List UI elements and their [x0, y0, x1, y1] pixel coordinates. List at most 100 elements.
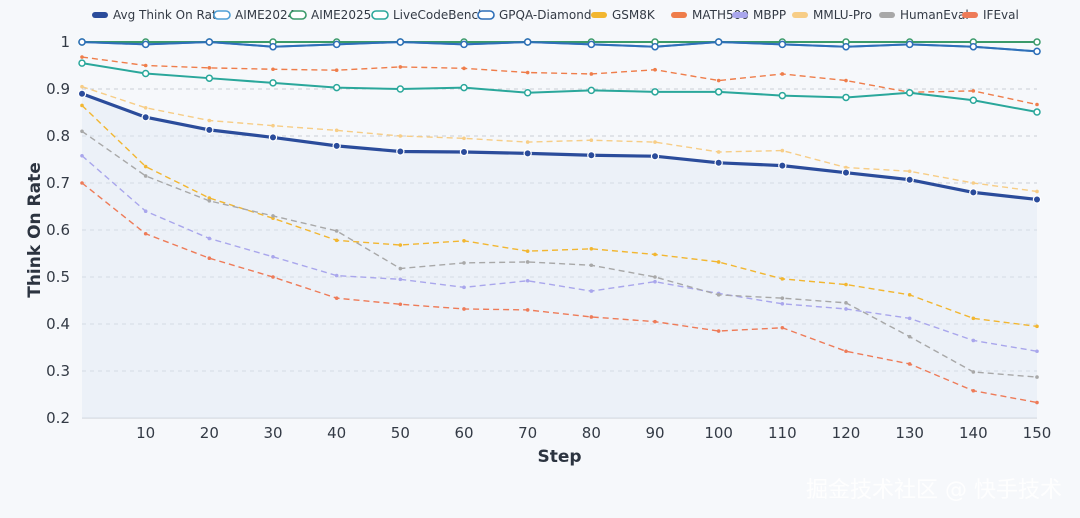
data-point-gpqa-diamond	[523, 38, 532, 46]
x-tick-label: 30	[263, 424, 282, 442]
legend-label: GPQA-Diamond	[499, 8, 591, 22]
data-point-gsm8k	[780, 277, 785, 281]
x-tick-label: 140	[959, 424, 988, 442]
data-point-gpqa-diamond	[842, 42, 850, 51]
legend-swatch	[962, 12, 978, 18]
legend-item-avg-think-on-rate[interactable]: Avg Think On Rate	[92, 8, 224, 22]
legend-item-mmlu-pro[interactable]: MMLU-Pro	[792, 8, 872, 22]
data-point-humaneval	[716, 293, 721, 297]
series-humaneval	[80, 129, 1039, 379]
series-livecodebench	[78, 59, 1041, 116]
data-point-gpqa-diamond	[587, 40, 596, 49]
data-point-avg-think-on-rate	[905, 175, 914, 184]
series-mbpp	[80, 153, 1039, 354]
data-point-livecodebench	[396, 85, 405, 93]
data-point-gpqa-diamond	[460, 40, 468, 49]
legend-swatch	[371, 10, 389, 20]
series-lines	[77, 38, 1042, 418]
data-point-gpqa-diamond	[78, 38, 86, 46]
legend-item-humaneval[interactable]: HumanEval	[879, 8, 969, 22]
data-point-humaneval	[398, 266, 403, 271]
data-point-livecodebench	[1033, 108, 1041, 116]
data-point-math500	[398, 65, 403, 69]
legend-swatch	[792, 12, 808, 18]
data-point-ifeval	[462, 307, 466, 311]
data-point-mbpp	[907, 316, 912, 321]
legend-label: LiveCodeBench	[393, 8, 486, 22]
legend-item-mbpp[interactable]: MBPP	[732, 8, 786, 22]
x-tick-label: 130	[895, 424, 924, 442]
data-point-gpqa-diamond	[396, 38, 405, 46]
data-point-livecodebench	[78, 59, 86, 67]
data-point-math500	[525, 70, 530, 75]
legend-label: AIME2024	[235, 8, 295, 22]
legend-label: Avg Think On Rate	[113, 8, 224, 22]
legend-item-livecodebench[interactable]: LiveCodeBench	[371, 8, 486, 22]
data-point-mmlu-pro	[80, 84, 84, 89]
data-point-avg-think-on-rate	[650, 152, 660, 161]
data-point-math500	[207, 66, 212, 70]
data-point-gsm8k	[462, 239, 466, 243]
series-gsm8k	[80, 103, 1039, 329]
data-point-mmlu-pro	[143, 106, 148, 110]
data-point-math500	[334, 68, 339, 72]
series-line-math500	[81, 56, 1038, 106]
data-point-mmlu-pro	[907, 169, 912, 174]
data-point-mbpp	[589, 289, 594, 293]
legend-label: GSM8K	[612, 8, 656, 22]
data-point-livecodebench	[842, 93, 850, 102]
data-point-avg-think-on-rate	[714, 158, 723, 167]
legend-swatch	[92, 12, 108, 18]
y-tick-label: 0.4	[46, 315, 70, 333]
data-point-ifeval	[525, 308, 530, 312]
data-point-mbpp	[143, 209, 148, 213]
data-point-math500	[971, 89, 976, 93]
data-point-mmlu-pro	[716, 150, 721, 154]
data-point-math500	[780, 72, 785, 76]
x-tick-label: 60	[454, 424, 473, 442]
data-point-mbpp	[462, 285, 466, 290]
x-tick-label: 50	[391, 424, 410, 442]
x-tick-label: 70	[518, 424, 537, 442]
data-point-ifeval	[207, 256, 212, 261]
data-point-avg-think-on-rate	[332, 141, 341, 151]
x-axis-title: Step	[537, 447, 581, 467]
legend-item-gsm8k[interactable]: GSM8K	[591, 8, 656, 22]
x-tick-label: 40	[327, 424, 346, 442]
data-point-livecodebench	[778, 91, 787, 100]
data-point-avg-think-on-rate	[523, 149, 532, 158]
data-point-mmlu-pro	[334, 128, 339, 133]
data-point-livecodebench	[523, 89, 532, 97]
legend-item-gpqa-diamond[interactable]: GPQA-Diamond	[477, 8, 591, 22]
data-point-avg-think-on-rate	[459, 147, 469, 157]
x-tick-label: 80	[582, 424, 601, 442]
y-tick-label: 0.2	[46, 409, 70, 427]
legend-item-ifeval[interactable]: IFEval	[962, 8, 1019, 22]
data-point-livecodebench	[205, 74, 214, 82]
legend-label: MATH500	[692, 8, 749, 22]
legend-item-aime2024[interactable]: AIME2024	[213, 8, 295, 22]
legend-item-math500[interactable]: MATH500	[671, 8, 749, 22]
legend-label: AIME2025	[311, 8, 371, 22]
data-point-gsm8k	[716, 260, 721, 264]
data-point-aime2025	[1033, 38, 1041, 46]
series-line-livecodebench	[81, 62, 1038, 114]
data-point-mmlu-pro	[1035, 189, 1039, 194]
data-point-mbpp	[844, 307, 848, 311]
x-tick-label: 120	[832, 424, 861, 442]
data-point-mmlu-pro	[271, 123, 275, 128]
data-point-math500	[653, 67, 657, 72]
data-point-avg-think-on-rate	[587, 151, 596, 160]
data-point-humaneval	[525, 260, 530, 264]
data-point-livecodebench	[587, 86, 596, 95]
legend-item-aime2025[interactable]: AIME2025	[289, 8, 371, 22]
y-tick-label: 0.5	[46, 268, 70, 286]
data-point-mmlu-pro	[398, 134, 403, 138]
series-mmlu-pro	[80, 84, 1039, 194]
x-tick-label: 10	[136, 424, 155, 442]
series-line-gpqa-diamond	[81, 41, 1038, 53]
data-point-humaneval	[143, 174, 148, 178]
data-point-mbpp	[780, 301, 785, 306]
legend-label: HumanEval	[900, 8, 969, 22]
